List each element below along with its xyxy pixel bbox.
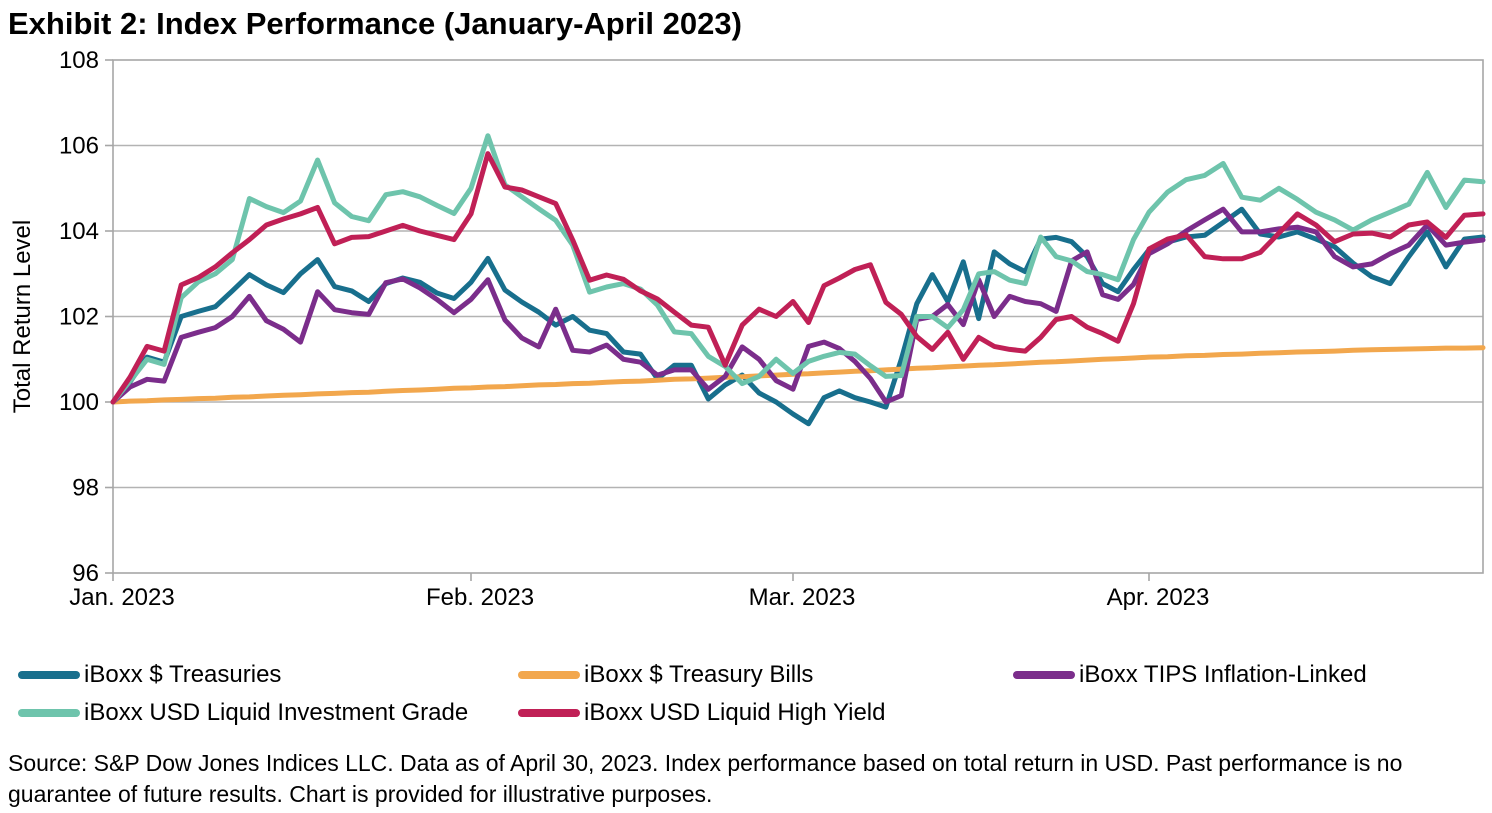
y-axis-title: Total Return Level (9, 220, 36, 413)
legend-label-0: iBoxx $ Treasuries (84, 661, 282, 688)
y-tick-label-108: 108 (59, 47, 99, 74)
series-line-4 (110, 151, 1486, 405)
x-tick-label-2: Mar. 2023 (749, 584, 856, 611)
x-tick-label-1: Feb. 2023 (426, 584, 534, 611)
legend-label-3: iBoxx USD Liquid Investment Grade (84, 699, 469, 726)
line-chart: 96 98 100 102 104 106 108 Jan. 2023 Feb. 2023 Mar… (9, 47, 1486, 611)
legend-label-2: iBoxx TIPS Inflation-Linked (1079, 661, 1367, 688)
y-tick-label-106: 106 (59, 133, 99, 160)
legend-item-4: iBoxx USD Liquid High Yield (518, 698, 886, 728)
legend-label-4: iBoxx USD Liquid High Yield (584, 699, 886, 726)
x-tick-label-3: Apr. 2023 (1107, 584, 1210, 611)
legend-item-2: iBoxx TIPS Inflation-Linked (1013, 660, 1367, 690)
y-tick-label-98: 98 (72, 475, 99, 502)
y-tick-label-102: 102 (59, 304, 99, 331)
legend-swatch-4 (518, 709, 580, 717)
legend-swatch-0 (18, 671, 80, 679)
legend-item-1: iBoxx $ Treasury Bills (518, 660, 813, 690)
y-tick-label-100: 100 (59, 389, 99, 416)
y-tick-label-96: 96 (72, 560, 99, 587)
legend-item-3: iBoxx USD Liquid Investment Grade (18, 698, 468, 728)
legend-swatch-1 (518, 671, 580, 679)
chart-legend: iBoxx $ Treasuries iBoxx $ Treasury Bills… (0, 660, 1492, 740)
y-tick-label-104: 104 (59, 218, 99, 245)
legend-label-1: iBoxx $ Treasury Bills (584, 661, 814, 688)
source-note: Source: S&P Dow Jones Indices LLC. Data … (8, 750, 1403, 807)
series-line-0 (110, 206, 1486, 427)
legend-swatch-3 (18, 709, 80, 717)
x-tick-label-0: Jan. 2023 (69, 584, 174, 611)
legend-item-0: iBoxx $ Treasuries (18, 660, 281, 690)
plot-border (112, 59, 1484, 574)
legend-swatch-2 (1013, 671, 1075, 679)
series-line-3 (110, 133, 1486, 405)
page-title: Exhibit 2: Index Performance (January-Ap… (8, 6, 742, 41)
